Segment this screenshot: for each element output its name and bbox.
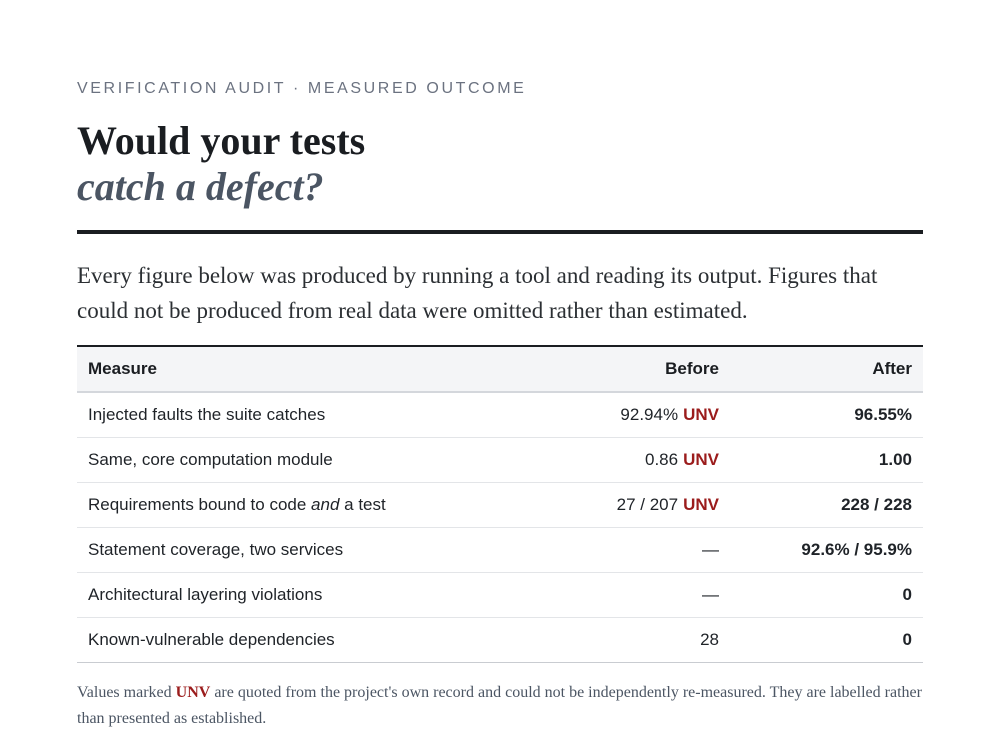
- unverified-tag: UNV: [683, 495, 719, 514]
- before-value: 0.86: [645, 450, 679, 469]
- before-cell: 27 / 207 UNV: [537, 482, 730, 528]
- table-row: Architectural layering violations — 0: [77, 572, 923, 618]
- title-divider: [77, 230, 923, 234]
- column-header-measure: Measure: [77, 346, 537, 393]
- table-row: Statement coverage, two services — 92.6%…: [77, 527, 923, 573]
- measure-text-pre: Requirements bound to code: [88, 495, 312, 514]
- measure-cell: Architectural layering violations: [77, 572, 537, 618]
- after-cell: 96.55%: [730, 392, 923, 438]
- measure-cell: Injected faults the suite catches: [77, 392, 537, 438]
- header-row: Measure Before After: [77, 346, 923, 393]
- column-header-after: After: [730, 346, 923, 393]
- measure-cell: Known-vulnerable dependencies: [77, 617, 537, 663]
- before-value: 92.94%: [620, 405, 679, 424]
- table-row: Same, core computation module 0.86 UNV 1.…: [77, 437, 923, 483]
- table-row: Injected faults the suite catches 92.94%…: [77, 392, 923, 438]
- before-value: 27 / 207: [616, 495, 679, 514]
- measure-text-emphasis: and: [311, 495, 340, 514]
- table-row: Requirements bound to code and a test 27…: [77, 482, 923, 528]
- footnote-suffix: are quoted from the project's own record…: [77, 684, 922, 727]
- measure-cell: Statement coverage, two services: [77, 527, 537, 573]
- footnote: Values marked UNV are quoted from the pr…: [77, 680, 923, 732]
- before-cell: 28: [537, 617, 730, 663]
- column-header-before: Before: [537, 346, 730, 393]
- measure-text-post: a test: [339, 495, 386, 514]
- after-cell: 0: [730, 572, 923, 618]
- unverified-tag: UNV: [683, 450, 719, 469]
- before-cell: 92.94% UNV: [537, 392, 730, 438]
- measure-cell: Same, core computation module: [77, 437, 537, 483]
- before-cell: 0.86 UNV: [537, 437, 730, 483]
- after-cell: 92.6% / 95.9%: [730, 527, 923, 573]
- after-cell: 1.00: [730, 437, 923, 483]
- after-cell: 228 / 228: [730, 482, 923, 528]
- footnote-prefix: Values marked: [77, 684, 176, 701]
- eyebrow-label: VERIFICATION AUDIT · MEASURED OUTCOME: [77, 80, 527, 97]
- title-line-2: catch a defect?: [77, 164, 324, 209]
- page-title: Would your tests catch a defect?: [77, 118, 365, 210]
- before-cell: —: [537, 527, 730, 573]
- measure-cell: Requirements bound to code and a test: [77, 482, 537, 528]
- after-cell: 0: [730, 617, 923, 663]
- footnote-unverified-tag: UNV: [175, 684, 211, 701]
- table-header: Measure Before After: [77, 346, 923, 393]
- before-cell: —: [537, 572, 730, 618]
- table-row: Known-vulnerable dependencies 28 0: [77, 617, 923, 663]
- measures-table: Measure Before After Injected faults the…: [77, 345, 923, 663]
- table-body: Injected faults the suite catches 92.94%…: [77, 392, 923, 663]
- intro-paragraph: Every figure below was produced by runni…: [77, 263, 878, 323]
- unverified-tag: UNV: [683, 405, 719, 424]
- title-line-1: Would your tests: [77, 118, 366, 163]
